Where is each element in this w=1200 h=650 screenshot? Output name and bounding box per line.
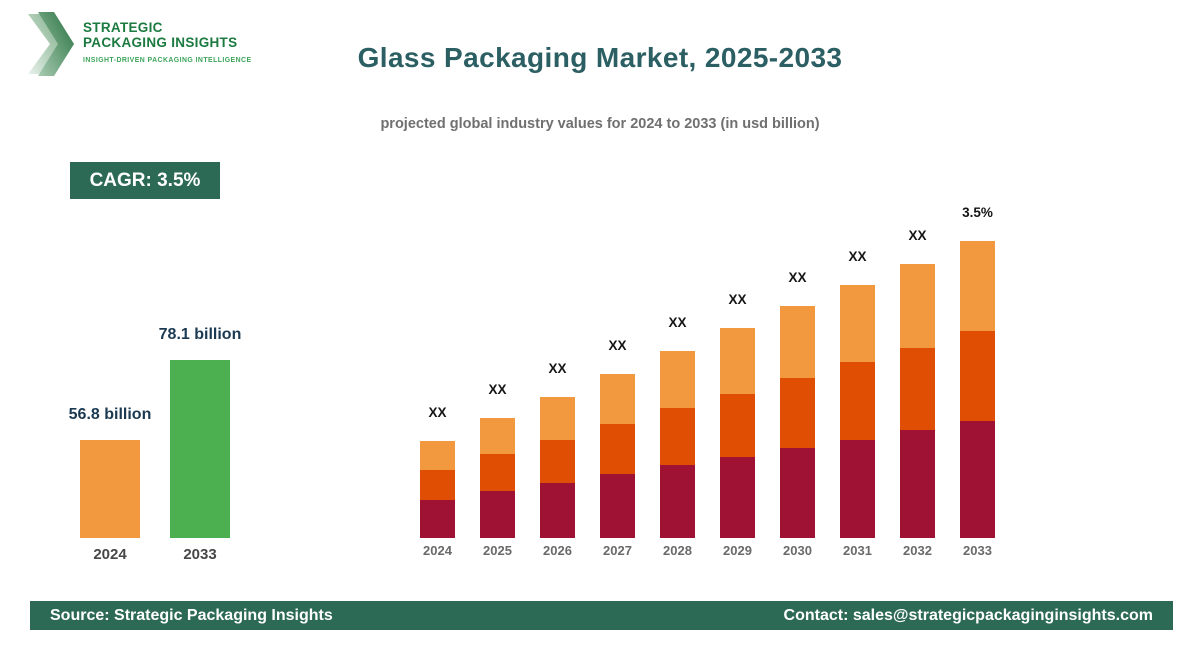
page-title: Glass Packaging Market, 2025-2033 [357,42,843,73]
stacked-bar-year-label: 2030 [783,543,812,558]
page-subtitle: projected global industry values for 202… [380,116,820,132]
stacked-bar-2030-segment-bottom [780,448,815,538]
stacked-bar-2027-segment-middle [600,424,635,474]
logo-tagline: INSIGHT-DRIVEN PACKAGING INTELLIGENCE [83,57,252,65]
stacked-bar-2029-segment-bottom [720,457,755,538]
summary-year-label: 2024 [93,546,127,563]
stacked-bar-2025-segment-bottom [480,491,515,538]
cagr-badge: CAGR: 3.5% [70,162,220,199]
stacked-bar-year-label: 2027 [603,543,632,558]
stacked-bar-2031-segment-bottom [840,440,875,538]
stacked-bar-2030 [780,306,815,538]
stacked-bar-value-label: XX [728,292,747,307]
stacked-bar-2026-segment-middle [540,440,575,483]
stacked-bar-year-label: 2033 [963,543,992,558]
stacked-bar-2031-segment-middle [840,362,875,440]
stacked-bar-year-label: 2031 [843,543,872,558]
stacked-bar-value-label: XX [608,338,627,353]
stacked-bar-year-label: 2032 [903,543,932,558]
logo-wordmark: STRATEGIC PACKAGING INSIGHTS INSIGHT-DRI… [83,12,252,64]
stacked-bar-2026-segment-top [540,397,575,440]
logo-line1: STRATEGIC [83,20,163,35]
stacked-bar-2029-segment-middle [720,394,755,457]
stacked-bar-2030-segment-middle [780,378,815,448]
stacked-bar-value-label: XX [788,270,807,285]
stacked-bar-2027-segment-top [600,374,635,424]
stacked-bar-2027-segment-bottom [600,474,635,538]
stacked-bar-2025-segment-middle [480,454,515,491]
stacked-bar-2030-segment-top [780,306,815,378]
stacked-bar-2024 [420,441,455,538]
logo-chevron-icon [28,12,74,81]
stacked-bar-year-label: 2028 [663,543,692,558]
stacked-bar-2027 [600,374,635,538]
summary-year-label: 2033 [183,546,217,563]
stacked-bar-2029-segment-top [720,328,755,394]
logo-line2: PACKAGING INSIGHTS [83,35,238,51]
stacked-bar-2031-segment-top [840,285,875,362]
stacked-bar-2028-segment-middle [660,408,695,465]
stacked-bar-2033-segment-middle [960,331,995,421]
stacked-bar-year-label: 2029 [723,543,752,558]
stacked-bar-2025-segment-top [480,418,515,454]
brand-logo: STRATEGIC PACKAGING INSIGHTS INSIGHT-DRI… [28,12,252,81]
stacked-bar-value-label: XX [488,382,507,397]
stacked-bar-value-label: XX [548,361,567,376]
stacked-bar-2028-segment-bottom [660,465,695,538]
stacked-bar-2024-segment-bottom [420,500,455,538]
stacked-bar-2025 [480,418,515,538]
stacked-bar-2032 [900,264,935,538]
summary-bar-2033 [170,360,230,538]
stacked-bar-2024-segment-middle [420,470,455,500]
stacked-bar-year-label: 2026 [543,543,572,558]
stacked-bar-2029 [720,328,755,538]
summary-value-label: 78.1 billion [158,326,242,343]
footer-contact: Contact: sales@strategicpackaginginsight… [783,606,1153,624]
footer-source: Source: Strategic Packaging Insights [50,606,333,624]
stacked-bar-year-label: 2024 [423,543,452,558]
stacked-bar-2031 [840,285,875,538]
stacked-bar-2032-segment-top [900,264,935,348]
stacked-bar-value-label: XX [428,405,447,420]
stacked-bar-2026 [540,397,575,538]
stacked-bar-2028-segment-top [660,351,695,408]
stacked-bar-2028 [660,351,695,538]
stacked-bar-2033-segment-top [960,241,995,331]
stacked-bar-value-label: XX [668,315,687,330]
stacked-bar-value-label: XX [848,249,867,264]
summary-bar-2024 [80,440,140,538]
stacked-bar-value-label: XX [908,228,927,243]
stacked-bar-2032-segment-middle [900,348,935,430]
stacked-bar-2032-segment-bottom [900,430,935,538]
stacked-bar-2024-segment-top [420,441,455,470]
footer-bar: Source: Strategic Packaging Insights Con… [30,601,1173,630]
stacked-bar-year-label: 2025 [483,543,512,558]
summary-value-label: 56.8 billion [68,406,152,423]
stacked-bar-2026-segment-bottom [540,483,575,538]
stacked-bar-2033 [960,241,995,538]
stacked-bar-2033-segment-bottom [960,421,995,538]
stacked-bar-value-label: 3.5% [962,205,993,220]
